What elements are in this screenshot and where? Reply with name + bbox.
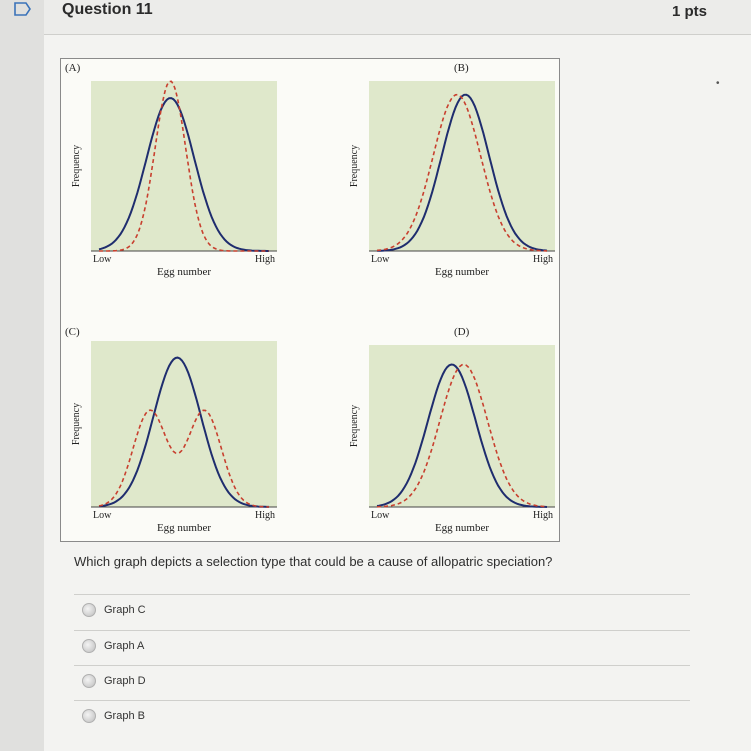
answer-label: Graph D	[104, 675, 146, 687]
x-high-label: High	[255, 254, 275, 265]
selected-distribution-curve	[98, 409, 269, 508]
panel-label: (C)	[65, 326, 80, 338]
original-distribution-curve	[98, 97, 269, 252]
panel-a: (A) Frequency Low High Egg number	[65, 62, 277, 278]
original-distribution-curve	[376, 363, 548, 508]
y-axis-label: Frequency	[349, 145, 360, 187]
plot-area	[91, 341, 277, 507]
divider	[74, 700, 690, 701]
y-axis-label: Frequency	[71, 403, 82, 445]
panel-label: (D)	[454, 326, 470, 338]
x-low-label: Low	[371, 510, 390, 521]
x-axis-label: Egg number	[157, 266, 211, 278]
x-low-label: Low	[93, 510, 112, 521]
plot-area	[369, 345, 555, 507]
plot-area	[91, 81, 277, 251]
panel-label: (A)	[65, 62, 81, 74]
plot-area	[369, 81, 555, 251]
question-prompt: Which graph depicts a selection type tha…	[74, 554, 553, 569]
answer-option-graph-a[interactable]: Graph A	[82, 639, 144, 653]
question-header: Question 11 1 pts	[44, 0, 751, 35]
answer-option-graph-d[interactable]: Graph D	[82, 674, 146, 688]
x-axis-label: Egg number	[435, 522, 489, 534]
panel-b: (B) Frequency Low High Egg number	[349, 62, 555, 278]
selected-distribution-curve	[376, 363, 548, 508]
x-low-label: Low	[93, 254, 112, 265]
answer-option-graph-c[interactable]: Graph C	[82, 603, 146, 617]
selected-distribution-curve	[376, 93, 548, 252]
radio-button[interactable]	[82, 709, 96, 723]
figure-canvas: (A) Frequency Low High Egg number (B) Frequen…	[65, 62, 555, 534]
radio-button[interactable]	[82, 603, 96, 617]
stray-dot: •	[716, 78, 720, 89]
radio-button[interactable]	[82, 639, 96, 653]
question-points: 1 pts	[671, 3, 707, 20]
original-distribution-curve	[98, 356, 269, 508]
divider	[74, 630, 690, 631]
question-card: Question 11 1 pts (A) Frequency Low High Egg…	[44, 0, 751, 751]
selected-distribution-curve	[99, 80, 269, 252]
answer-label: Graph C	[104, 604, 146, 616]
answer-option-graph-b[interactable]: Graph B	[82, 709, 145, 723]
divider	[74, 594, 690, 595]
radio-button[interactable]	[82, 674, 96, 688]
question-title: Question 11	[62, 1, 153, 18]
x-high-label: High	[533, 254, 553, 265]
y-axis-label: Frequency	[71, 145, 82, 187]
left-gutter	[0, 0, 45, 751]
answer-label: Graph A	[104, 640, 145, 652]
x-high-label: High	[255, 510, 275, 521]
panel-d: (D) Frequency Low High Egg number	[349, 326, 555, 534]
y-axis-label: Frequency	[349, 405, 360, 447]
x-low-label: Low	[371, 254, 390, 265]
panel-c: (C) Frequency Low High Egg number	[65, 326, 277, 534]
divider	[74, 665, 690, 666]
flag-icon[interactable]	[14, 2, 32, 16]
x-axis-label: Egg number	[157, 522, 211, 534]
panel-label: (B)	[454, 62, 469, 74]
x-axis-label: Egg number	[435, 266, 489, 278]
original-distribution-curve	[377, 93, 548, 252]
selection-figure: (A) Frequency Low High Egg number (B) Frequen…	[60, 58, 560, 542]
answer-label: Graph B	[104, 710, 145, 722]
x-high-label: High	[533, 510, 553, 521]
